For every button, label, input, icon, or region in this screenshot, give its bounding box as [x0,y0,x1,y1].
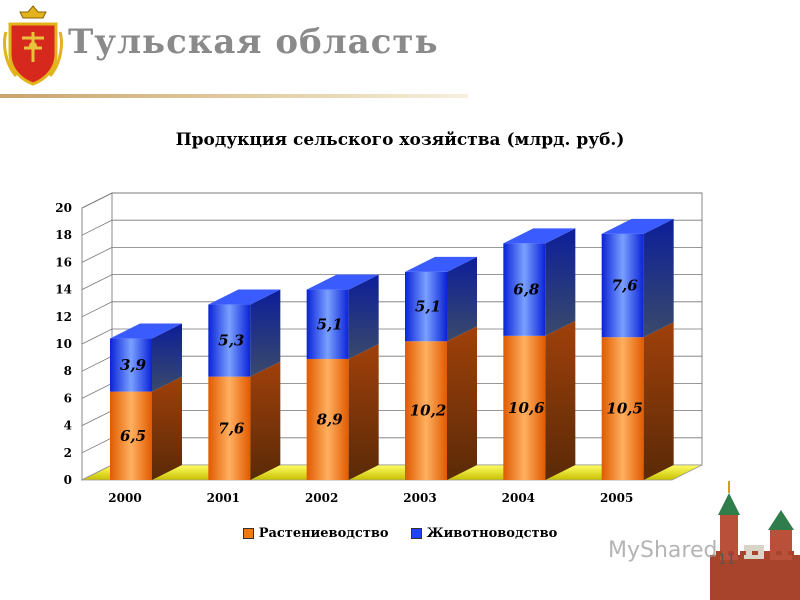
y-tick-label: 8 [64,364,72,378]
bar-side-livestock [643,218,674,338]
bar-front-livestock [110,338,152,392]
bar-side-plant [348,343,379,480]
bar-top [405,256,477,272]
watermark-text: MyShared [608,538,718,563]
bar-front-livestock [405,271,447,342]
bar-top [601,218,674,234]
bar-side-livestock [250,289,281,377]
page-number: 11 [718,552,736,568]
chart-title: Продукция сельского хозяйства (млрд. руб… [175,130,625,150]
bar-front-plant [110,391,152,480]
bar-front-livestock [208,304,251,377]
y-tick-label: 20 [55,201,72,215]
bar-front-plant [306,358,349,480]
bar-side-livestock [152,323,182,392]
bar-side-plant [447,326,477,480]
y-tick-label: 10 [55,337,72,351]
data-label: 3,9 [120,356,147,374]
x-tick-label: 2003 [403,491,436,505]
gridline [81,192,702,209]
bar-front-livestock [601,233,644,338]
bar-side-plant [643,322,674,480]
data-label: 7,6 [218,419,245,437]
data-label: 6,8 [513,281,540,299]
legend-swatch-plant [242,528,254,539]
bar-top [306,274,379,290]
y-tick-label: 4 [64,419,72,433]
x-tick-label: 2002 [305,491,338,505]
x-tick-label: 2004 [502,491,535,505]
bar-side-livestock [545,228,576,336]
bar-top [503,228,576,244]
bar-side-livestock [348,274,379,359]
data-label: 8,9 [317,410,344,428]
bar-top [110,323,182,339]
chart-legend: Растениеводство Животноводство [0,526,800,541]
legend-label-plant: Растениеводство [258,526,389,541]
data-label: 7,6 [612,277,639,295]
bar-front-livestock [503,243,546,336]
bar-top [208,289,281,305]
data-label: 10,6 [508,399,545,417]
data-label: 6,5 [120,427,146,445]
data-label: 5,3 [218,332,244,350]
gridline [81,219,702,236]
legend-label-livestock: Животноводство [426,526,558,541]
y-tick-label: 14 [55,283,72,297]
legend-swatch-livestock [410,528,422,539]
y-tick-label: 0 [64,473,72,487]
bar-front-plant [503,335,546,480]
data-label: 10,5 [606,400,643,418]
bar-front-plant [405,341,447,480]
y-tick-label: 18 [55,228,72,242]
bar-front-plant [208,376,251,480]
legend-item-livestock: Животноводство [410,526,558,541]
x-tick-label: 2001 [207,491,240,505]
y-tick-label: 6 [64,391,72,405]
data-label: 10,2 [410,402,447,420]
x-tick-label: 2000 [108,491,141,505]
bar-front-plant [601,337,644,480]
bar-side-livestock [447,256,477,342]
bar-side-plant [545,320,576,480]
y-tick-label: 2 [64,446,72,460]
bar-front-livestock [306,289,349,359]
data-label: 5,1 [415,298,441,316]
x-tick-label: 2005 [600,491,633,505]
bar-side-plant [152,376,182,480]
y-tick-label: 16 [55,255,72,269]
title-underline [0,94,468,98]
data-label: 5,1 [317,315,343,333]
kremlin-tower-decoration [710,481,800,600]
legend-item-plant: Растениеводство [242,526,389,541]
tula-coat-of-arms-logo [3,5,63,86]
bar-side-plant [250,361,281,480]
y-tick-label: 12 [55,310,72,324]
slide-title: Тульская область [68,22,439,62]
